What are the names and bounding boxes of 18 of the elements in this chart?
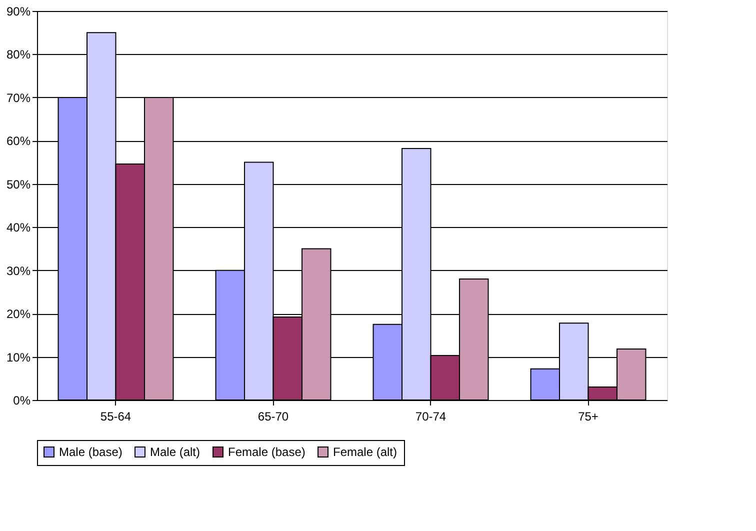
legend-label: Female (base) bbox=[228, 445, 306, 459]
y-tick-label: 70% bbox=[6, 90, 31, 105]
x-tick-label: 70-74 bbox=[415, 410, 446, 424]
y-tick-label: 30% bbox=[6, 264, 31, 278]
y-tick-label: 0% bbox=[13, 394, 31, 408]
x-tick-label: 65-70 bbox=[258, 410, 289, 424]
y-tick-label: 90% bbox=[6, 4, 31, 18]
x-tick-label: 55-64 bbox=[100, 410, 132, 424]
legend-label: Male (base) bbox=[59, 445, 122, 459]
legend-label: Male (alt) bbox=[150, 445, 200, 459]
y-tick-label: 20% bbox=[6, 307, 31, 322]
y-tick-label: 80% bbox=[6, 48, 31, 62]
legend-label: Female (alt) bbox=[333, 445, 398, 459]
y-tick-label: 60% bbox=[6, 134, 31, 148]
y-tick-label: 40% bbox=[6, 220, 31, 235]
x-tick-label: 75+ bbox=[578, 410, 598, 424]
y-tick-label: 50% bbox=[6, 177, 31, 192]
y-tick-label: 10% bbox=[6, 350, 31, 364]
